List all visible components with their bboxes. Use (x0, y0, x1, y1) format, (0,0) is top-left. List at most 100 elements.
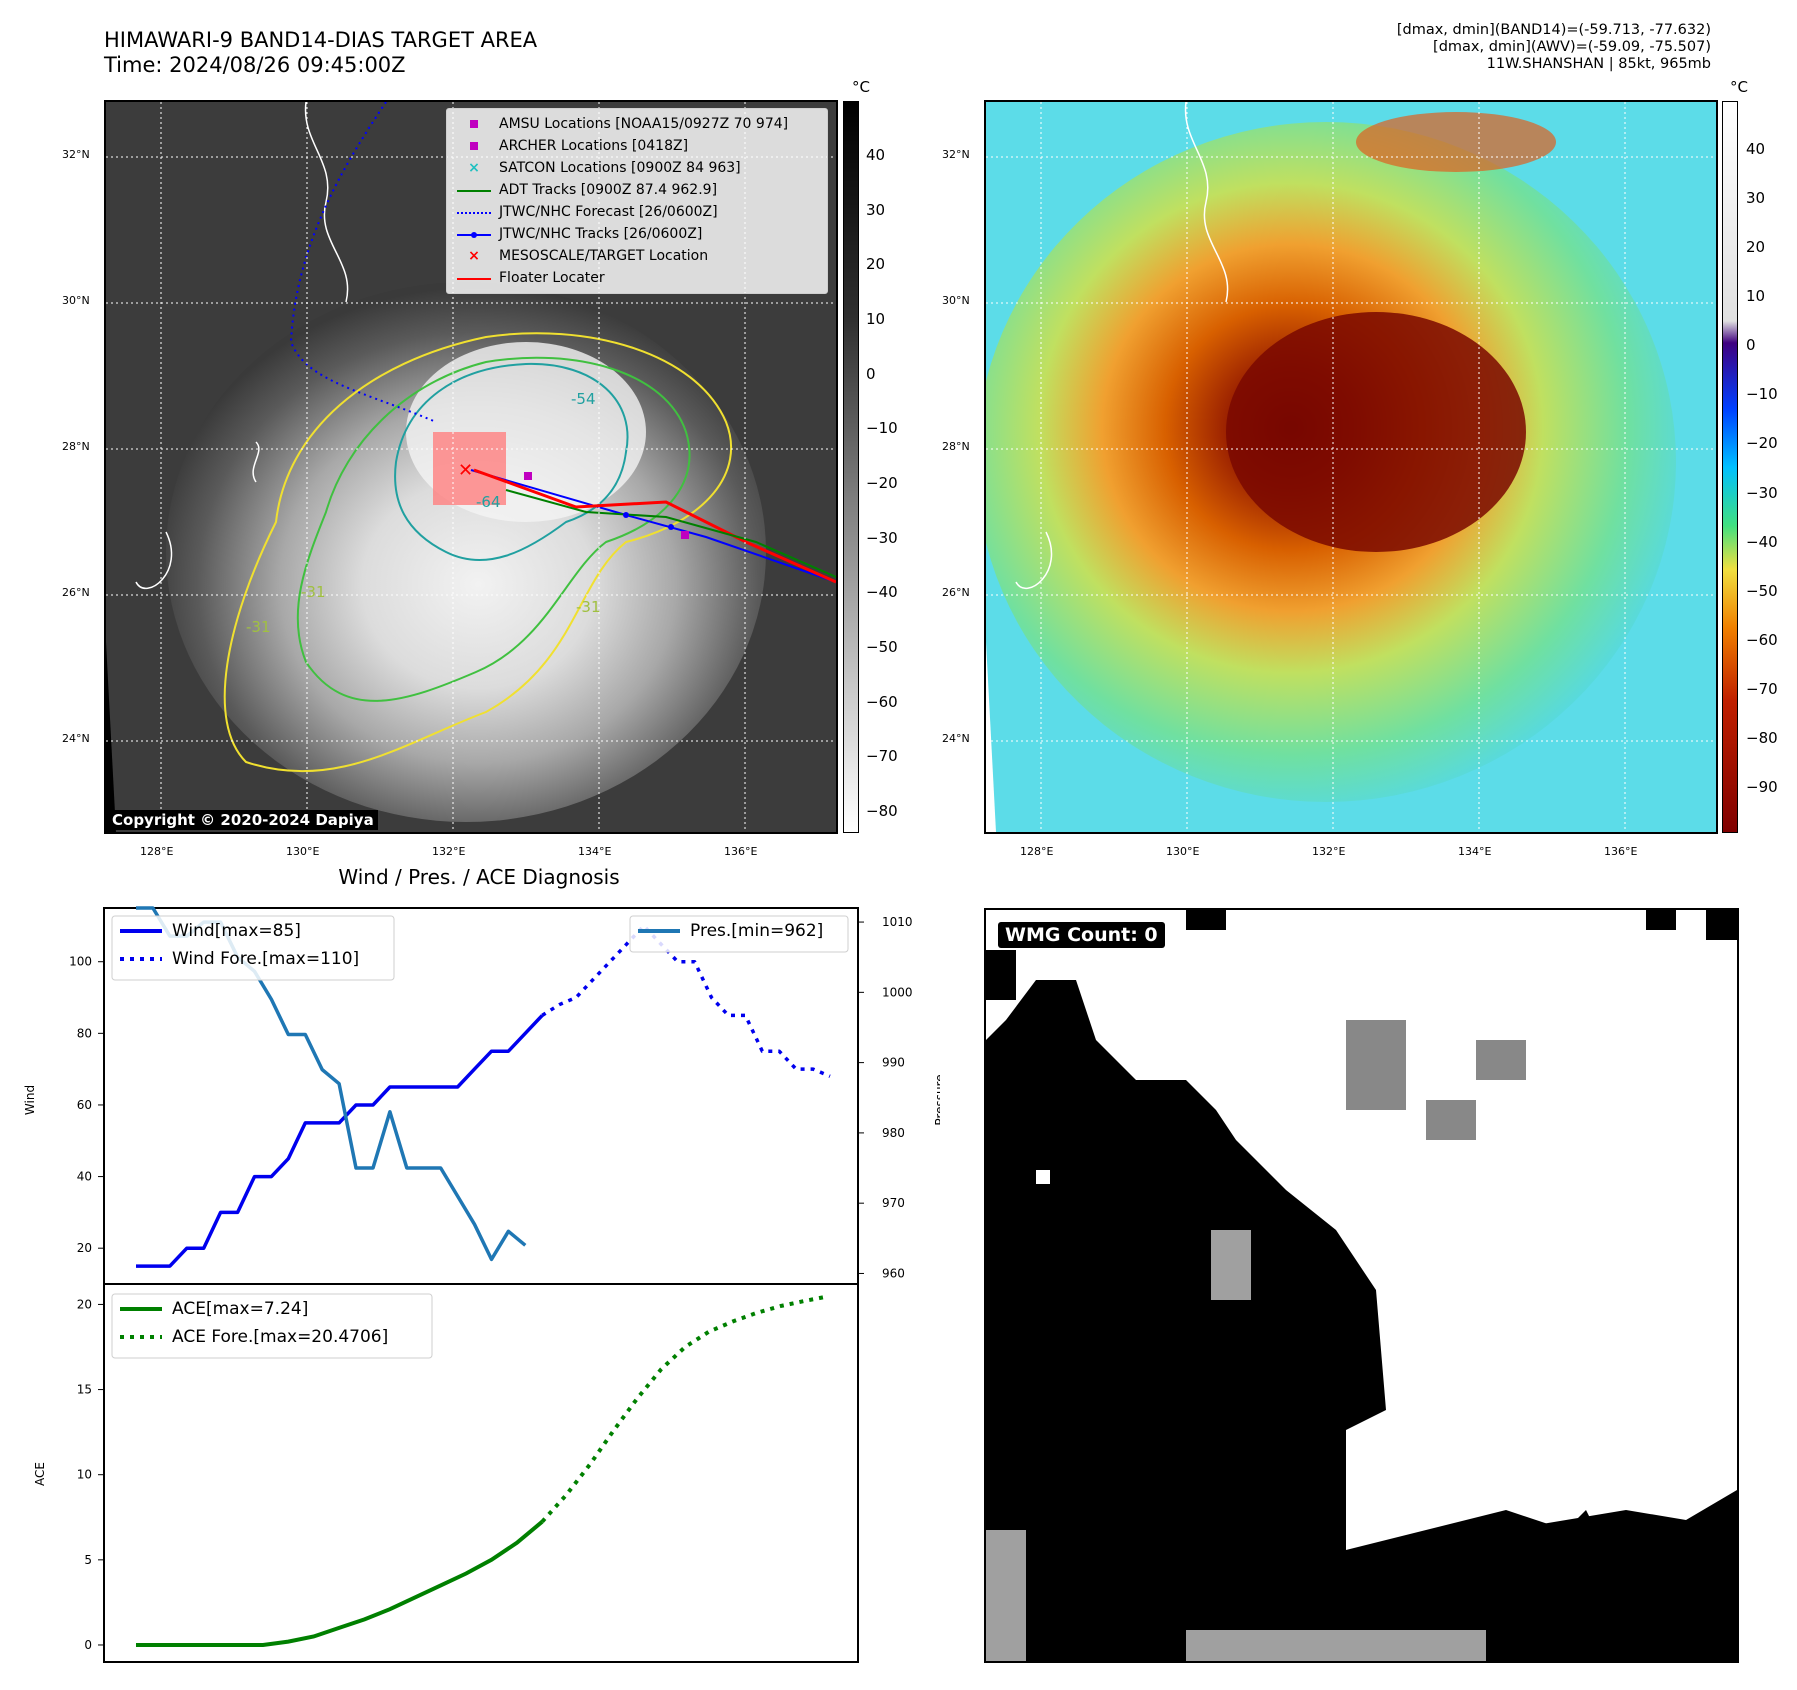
colorbar-tick-label: 40 (1746, 140, 1766, 158)
wind-legend (111, 915, 395, 981)
contour-label-3: -31 (301, 583, 326, 601)
colorbar-tick-label: −10 (866, 419, 898, 438)
awv-lon-label-130: 130°E (1166, 845, 1200, 858)
map-legend: AMSU Locations [NOAA15/0927Z 70 974] ARC… (446, 108, 828, 294)
pressure-tick-label: 1010 (882, 915, 913, 929)
legend-label: Pres.[min=962] (690, 921, 823, 941)
archer-marker (681, 531, 689, 539)
awv-lon-label-128: 128°E (1020, 845, 1054, 858)
colorbar-right-ticks: 40 30 20 10 0 −10 −20 −30 −40 −50 −60 −70 −80 −90 (1746, 100, 1786, 832)
contour-label-5: -31 (576, 598, 601, 616)
title-line-1: HIMAWARI-9 BAND14-DIAS TARGET AREA (104, 28, 538, 52)
legend-item-tracks: JTWC/NHC Tracks [26/0600Z] (455, 223, 819, 245)
legend-label: Wind Fore.[max=110] (172, 949, 359, 969)
colorbar-tick-label: −50 (1746, 581, 1778, 600)
ace-tick-label: 5 (84, 1553, 92, 1567)
contour-label-1: -54 (571, 390, 596, 408)
intensity-info: [dmax, dmin](BAND14)=(-59.713, -77.632) … (1111, 22, 1711, 73)
ace-axis-label: ACE (33, 1462, 47, 1486)
amsu-marker (524, 472, 532, 480)
lat-label-28: 28°N (62, 440, 90, 453)
colorbar-tick-label: −40 (1746, 532, 1778, 551)
colorbar-right-unit: °C (1730, 78, 1748, 96)
awv-lon-label-134: 134°E (1458, 845, 1492, 858)
copyright-label: Copyright © 2020-2024 Dapiya (108, 810, 378, 830)
colorbar-tick-label: −80 (866, 802, 898, 820)
legend-label: ACE Fore.[max=20.4706] (172, 1327, 388, 1347)
pressure-legend (629, 915, 849, 953)
ir-map-panel: ✕ -54 -64 -31 -31 -31 AMSU Locations [NO… (104, 100, 838, 834)
colorbar-tick-label: −40 (866, 583, 898, 602)
colorbar-left (843, 101, 859, 833)
colorbar-tick-label: −70 (866, 747, 898, 766)
colorbar-tick-label: 30 (1746, 189, 1766, 208)
colorbar-tick-label: −90 (1746, 778, 1778, 796)
wmg-panel: WMG Count: 0 (984, 908, 1739, 1663)
wind-tick-label: 40 (77, 1170, 92, 1184)
pressure-tick-label: 1000 (882, 985, 913, 999)
info-line-3: 11W.SHANSHAN | 85kt, 965mb (1486, 56, 1711, 72)
legend-item-amsu: AMSU Locations [NOAA15/0927Z 70 974] (455, 113, 819, 135)
info-line-1: [dmax, dmin](BAND14)=(-59.713, -77.632) (1396, 22, 1711, 38)
legend-item-adt: ADT Tracks [0900Z 87.4 962.9] (455, 179, 819, 201)
lon-label-128: 128°E (140, 845, 174, 858)
lat-label-24: 24°N (62, 732, 90, 745)
colorbar-tick-label: −70 (1746, 679, 1778, 698)
colorbar-right (1722, 101, 1738, 833)
colorbar-tick-label: 10 (866, 310, 886, 328)
ace-tick-label: 20 (77, 1297, 92, 1311)
colorbar-left-ticks: 40 30 20 10 0 −10 −20 −30 −40 −50 −60 −70 −80 (866, 100, 906, 832)
ace-tick-label: 10 (77, 1468, 92, 1482)
awv-lat-label-32: 32°N (942, 148, 970, 161)
colorbar-tick-label: 30 (866, 200, 886, 219)
pressure-axis-label: Pressure (933, 1074, 940, 1125)
lon-label-134: 134°E (578, 845, 612, 858)
legend-item-satcon: × SATCON Locations [0900Z 84 963] (468, 160, 741, 176)
lat-label-32: 32°N (62, 148, 90, 161)
awv-lon-label-132: 132°E (1312, 845, 1346, 858)
awv-map-image (986, 102, 1716, 832)
colorbar-tick-label: 0 (866, 364, 876, 383)
pressure-tick-label: 990 (882, 1056, 905, 1070)
ace-forecast-line (540, 1294, 829, 1524)
colorbar-tick-label: −60 (866, 692, 898, 711)
awv-lat-label-28: 28°N (942, 440, 970, 453)
contour-label-2: -64 (476, 493, 501, 511)
colorbar-tick-label: −60 (1746, 630, 1778, 649)
awv-gridlines (986, 102, 1716, 832)
colorbar-tick-label: −30 (1746, 483, 1778, 502)
legend-item-floater: Floater Locater (455, 267, 819, 289)
awv-lat-label-30: 30°N (942, 294, 970, 307)
colorbar-tick-label: 40 (866, 146, 886, 164)
lat-label-26: 26°N (62, 586, 90, 599)
diagnosis-chart: 20 40 60 80 100 960 970 980 990 1000 1010 0 5 10 15 20 W… (23, 906, 940, 1663)
colorbar-tick-label: −20 (866, 474, 898, 492)
wind-tick-label: 100 (69, 955, 92, 969)
wind-axis-label: Wind (23, 1085, 37, 1115)
legend-label: ACE[max=7.24] (172, 1299, 308, 1319)
colorbar-tick-label: 10 (1746, 287, 1766, 306)
map-title: HIMAWARI-9 BAND14-DIAS TARGET AREA Time:… (104, 28, 537, 78)
pressure-tick-label: 980 (882, 1126, 905, 1140)
lon-label-130: 130°E (286, 845, 320, 858)
lon-label-132: 132°E (432, 845, 466, 858)
title-line-2: Time: 2024/08/26 09:45:00Z (104, 53, 406, 77)
info-line-2: [dmax, dmin](AWV)=(-59.09, -75.507) (1433, 39, 1711, 55)
colorbar-tick-label: −80 (1746, 728, 1778, 747)
legend-item-forecast: JTWC/NHC Forecast [26/0600Z] (455, 201, 819, 223)
ace-legend (111, 1293, 433, 1359)
legend-label: Wind[max=85] (172, 921, 301, 941)
target-marker: ✕ (458, 460, 473, 481)
colorbar-tick-label: −20 (1746, 434, 1778, 453)
colorbar-tick-label: 0 (1746, 336, 1756, 355)
lon-label-136: 136°E (724, 845, 758, 858)
legend-item-archer: ARCHER Locations [0418Z] (455, 135, 819, 157)
legend-item-target: × MESOSCALE/TARGET Location (468, 248, 709, 264)
pressure-tick-label: 960 (882, 1266, 905, 1280)
awv-lon-label-136: 136°E (1604, 845, 1638, 858)
ace-tick-label: 15 (77, 1383, 92, 1397)
lat-label-30: 30°N (62, 294, 90, 307)
ace-line (136, 1520, 544, 1647)
wind-tick-label: 80 (77, 1026, 92, 1040)
wind-line (136, 1014, 544, 1268)
